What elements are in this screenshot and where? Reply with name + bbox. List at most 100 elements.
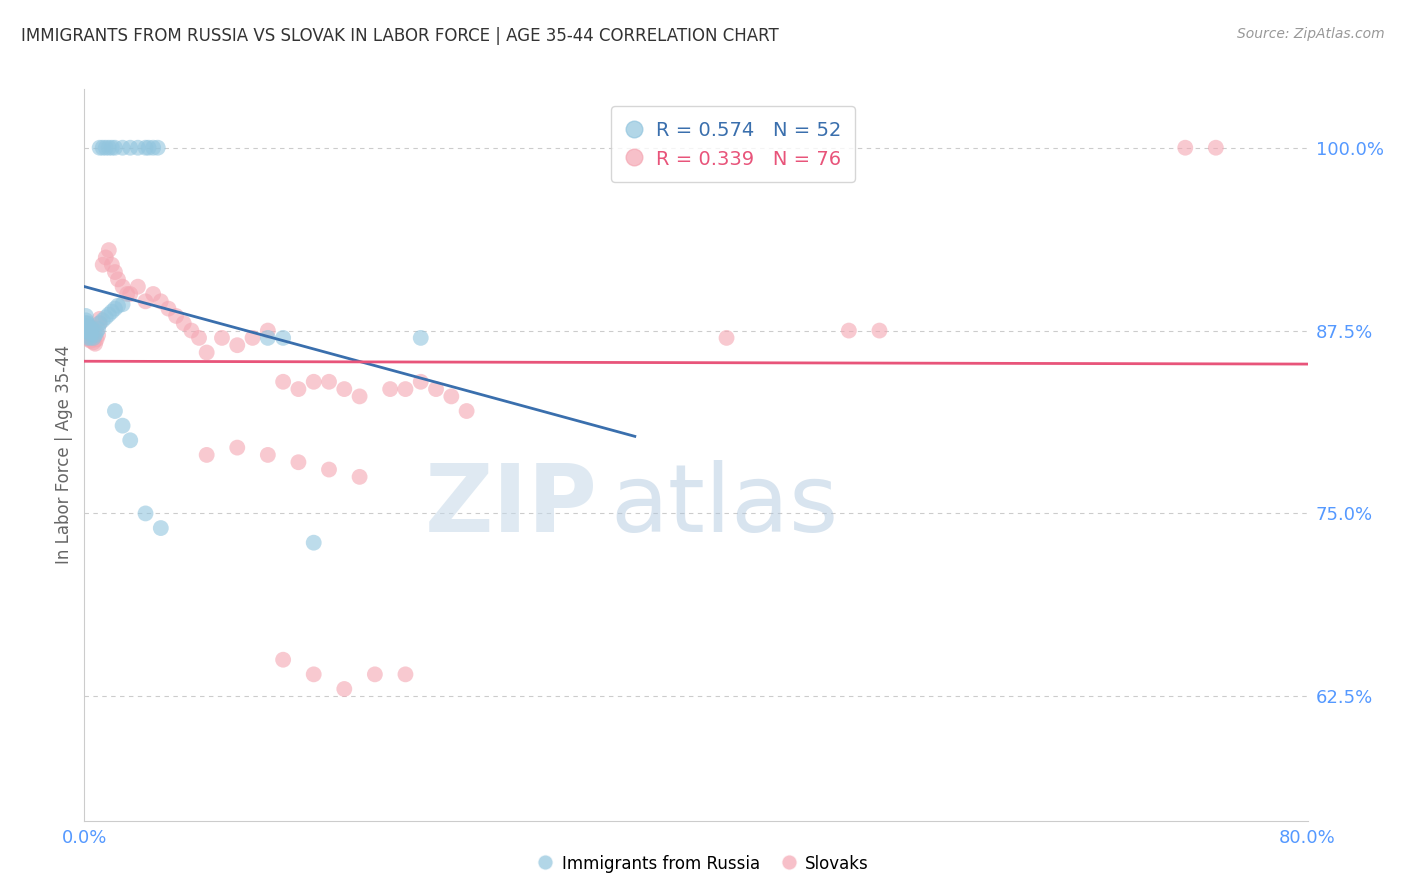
Point (380, 382, 402, 396)
Point (101, 141, 124, 155)
Point (425, 382, 447, 396)
Point (73, 316, 96, 330)
Point (77, 332, 100, 346)
Point (271, 331, 294, 345)
Point (287, 455, 309, 469)
Point (79, 334, 101, 348)
Point (75, 309, 97, 323)
Point (135, 507, 157, 521)
Point (127, 141, 149, 155)
Point (77, 319, 100, 334)
Point (135, 294, 157, 309)
Point (84, 336, 107, 351)
Point (716, 331, 738, 345)
Point (76, 326, 98, 341)
Point (226, 338, 249, 352)
Point (271, 375, 294, 389)
Point (94, 251, 117, 265)
Point (89, 141, 111, 155)
Point (226, 441, 249, 455)
Point (104, 301, 127, 316)
Point (76, 324, 98, 338)
Point (77, 324, 100, 338)
Point (456, 404, 478, 418)
Point (409, 375, 432, 389)
Point (97, 243, 120, 257)
Point (75, 328, 97, 343)
Point (76, 331, 98, 345)
Point (83, 331, 105, 345)
Point (75, 320, 97, 334)
Point (349, 389, 371, 403)
Point (869, 324, 891, 338)
Point (287, 382, 309, 396)
Point (86, 325, 108, 339)
Point (91, 258, 114, 272)
Point (73, 319, 96, 334)
Point (94, 310, 117, 325)
Point (142, 287, 165, 301)
Point (188, 331, 211, 345)
Point (257, 331, 280, 345)
Point (302, 667, 325, 681)
Point (76, 331, 98, 345)
Point (75, 319, 97, 334)
Point (77, 328, 100, 343)
Point (349, 470, 371, 484)
Point (333, 681, 356, 696)
Point (104, 141, 127, 155)
Point (94, 141, 117, 155)
Point (75, 324, 97, 338)
Point (79, 329, 101, 343)
Point (89, 311, 111, 326)
Point (838, 324, 860, 338)
Point (149, 521, 172, 535)
Point (409, 331, 432, 345)
Point (257, 324, 280, 338)
Point (107, 272, 129, 286)
Point (138, 141, 160, 155)
Point (91, 141, 114, 155)
Point (115, 287, 138, 301)
Point (180, 324, 202, 338)
Point (111, 297, 134, 311)
Point (173, 316, 195, 330)
Point (120, 141, 142, 155)
Point (77, 324, 100, 338)
Point (86, 332, 108, 346)
Point (79, 326, 101, 341)
Point (76, 320, 98, 334)
Text: atlas: atlas (610, 460, 838, 552)
Point (318, 462, 340, 476)
Point (107, 299, 129, 313)
Point (394, 382, 416, 396)
Legend: Immigrants from Russia, Slovaks: Immigrants from Russia, Slovaks (530, 848, 876, 880)
Point (120, 287, 142, 301)
Point (318, 375, 340, 389)
Point (142, 141, 165, 155)
Point (364, 667, 387, 681)
Point (440, 389, 463, 403)
Point (87, 322, 110, 336)
Point (195, 345, 218, 359)
Point (394, 667, 416, 681)
Text: ZIP: ZIP (425, 460, 598, 552)
Point (75, 324, 97, 338)
Point (104, 265, 127, 279)
Point (302, 375, 325, 389)
Point (135, 141, 157, 155)
Point (101, 304, 124, 318)
Point (73, 324, 96, 338)
Point (79, 331, 101, 345)
Point (89, 316, 111, 330)
Point (195, 448, 218, 462)
Point (80, 320, 103, 334)
Point (1174, 141, 1197, 155)
Point (80, 325, 103, 339)
Point (111, 418, 134, 433)
Point (75, 316, 97, 330)
Point (91, 313, 114, 327)
Point (211, 331, 233, 345)
Point (97, 308, 120, 322)
Y-axis label: In Labor Force | Age 35-44: In Labor Force | Age 35-44 (55, 345, 73, 565)
